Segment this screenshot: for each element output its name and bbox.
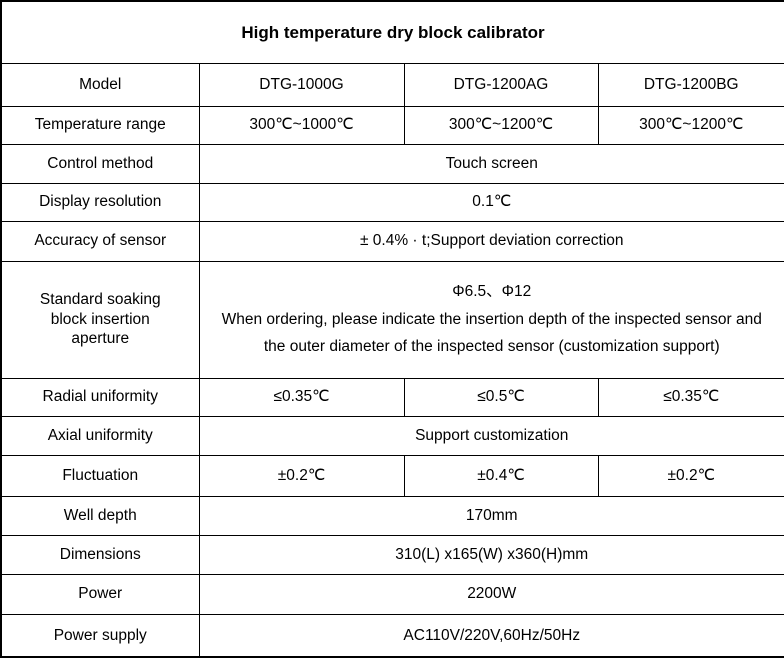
row-label-text: Model [79,75,122,93]
row-label-well-depth: Well depth [0,495,200,536]
model-value-1: DTG-1000G [198,62,405,107]
dimensions-value: 310(L) x165(W) x360(H)mm [198,534,784,575]
radial-uniformity-value-3: ≤0.35℃ [597,377,784,417]
row-label-dimensions: Dimensions [0,534,200,575]
row-label-text: Dimensions [59,545,141,563]
table-row-axial-uniformity: Axial uniformity Support customization [0,415,784,456]
table-row-model: Model DTG-1000G DTG-1200AG DTG-1200BG [0,62,784,107]
row-label-text: Power [78,585,123,603]
row-label-text: Power supply [53,626,147,644]
row-label-text: Well depth [63,506,137,524]
row-label-soaking-aperture: Standard soaking block insertion apertur… [0,260,200,379]
display-resolution-value: 0.1℃ [198,182,784,222]
model-value-3: DTG-1200BG [597,62,784,107]
soaking-aperture-value: Φ6.5、Φ12 When ordering, please indicate … [198,260,784,379]
accuracy-value: ± 0.4% · t;Support deviation correction [198,220,784,262]
soaking-aperture-sizes: Φ6.5、Φ12 [452,282,532,300]
table-row-temperature-range: Temperature range 300℃~1000℃ 300℃~1200℃ … [0,105,784,145]
table-row-well-depth: Well depth 170mm [0,495,784,536]
row-label-radial-uniformity: Radial uniformity [0,377,200,417]
table-row-accuracy: Accuracy of sensor ± 0.4% · t;Support de… [0,220,784,262]
row-label-text: Temperature range [34,116,166,134]
row-label-power: Power [0,573,200,615]
soaking-aperture-note: When ordering, please indicate the inser… [221,310,762,356]
fluctuation-value-1: ±0.2℃ [198,454,405,497]
row-label-fluctuation: Fluctuation [0,454,200,497]
row-label-display-resolution: Display resolution [0,182,200,222]
table-row-control-method: Control method Touch screen [0,143,784,184]
table-row-power-supply: Power supply AC110V/220V,60Hz/50Hz [0,613,784,658]
row-label-text: Radial uniformity [42,388,158,406]
power-supply-value: AC110V/220V,60Hz/50Hz [198,613,784,658]
table-row-power: Power 2200W [0,573,784,615]
table-row-radial-uniformity: Radial uniformity ≤0.35℃ ≤0.5℃ ≤0.35℃ [0,377,784,417]
row-label-power-supply: Power supply [0,613,200,658]
well-depth-value: 170mm [198,495,784,536]
model-value-2: DTG-1200AG [403,62,599,107]
radial-uniformity-value-1: ≤0.35℃ [198,377,405,417]
radial-uniformity-value-2: ≤0.5℃ [403,377,599,417]
control-method-value: Touch screen [198,143,784,184]
table-row-display-resolution: Display resolution 0.1℃ [0,182,784,222]
fluctuation-value-2: ±0.4℃ [403,454,599,497]
row-label-text: Control method [47,154,154,172]
row-label-model: Model [0,62,200,107]
row-label-text: Fluctuation [62,466,139,484]
temperature-range-value-1: 300℃~1000℃ [198,105,405,145]
row-label-accuracy: Accuracy of sensor [0,220,200,262]
row-label-text: Accuracy of sensor [34,232,167,250]
row-label-text: Display resolution [39,193,162,211]
axial-uniformity-value: Support customization [198,415,784,456]
table-row-title: High temperature dry block calibrator [0,0,784,64]
fluctuation-value-3: ±0.2℃ [597,454,784,497]
row-label-axial-uniformity: Axial uniformity [0,415,200,456]
power-value: 2200W [198,573,784,615]
temperature-range-value-3: 300℃~1200℃ [597,105,784,145]
table-row-dimensions: Dimensions 310(L) x165(W) x360(H)mm [0,534,784,575]
table-row-fluctuation: Fluctuation ±0.2℃ ±0.4℃ ±0.2℃ [0,454,784,497]
row-label-text: Standard soaking block insertion apertur… [39,291,161,348]
page-title: High temperature dry block calibrator [0,0,784,64]
row-label-text: Axial uniformity [47,426,153,444]
table-row-soaking-aperture: Standard soaking block insertion apertur… [0,260,784,379]
row-label-temperature-range: Temperature range [0,105,200,145]
temperature-range-value-2: 300℃~1200℃ [403,105,599,145]
row-label-control-method: Control method [0,143,200,184]
